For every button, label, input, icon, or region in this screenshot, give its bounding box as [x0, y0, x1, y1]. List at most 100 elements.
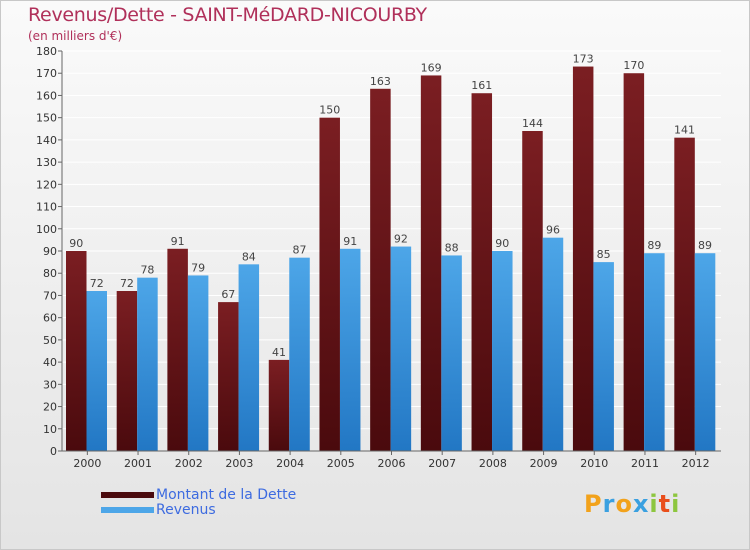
y-axis-ticks: 0 10 20 30 40 50 60 70 80 90 100 110 120 130 140 150 160…: [36, 45, 62, 458]
data-label-revenue: 84: [242, 250, 256, 263]
data-label-revenue: 85: [597, 248, 611, 261]
legend-item-debt: Montant de la Dette: [101, 487, 296, 503]
bar-revenue: [441, 255, 462, 451]
logo-letter: t: [658, 490, 672, 518]
y-tick-label: 170: [36, 67, 57, 80]
y-tick-label: 150: [36, 112, 57, 125]
bar-debt: [674, 137, 695, 451]
logo-letter: r: [602, 490, 616, 518]
y-tick-label: 180: [36, 45, 57, 58]
proxiti-logo: Proxiti: [584, 490, 680, 518]
legend-label-revenue: Revenus: [156, 501, 216, 518]
data-label-revenue: 79: [191, 261, 205, 274]
data-label-revenue: 89: [698, 239, 712, 252]
data-label-revenue: 88: [445, 241, 459, 254]
y-tick-label: 0: [50, 445, 57, 458]
legend: Montant de la Dette Revenus: [101, 487, 296, 518]
y-tick-label: 140: [36, 134, 57, 147]
data-label-debt: 161: [471, 79, 492, 92]
bar-revenue: [644, 253, 665, 451]
y-tick-label: 100: [36, 223, 57, 236]
data-label-revenue: 92: [394, 233, 408, 246]
y-tick-label: 70: [43, 289, 57, 302]
y-tick-label: 110: [36, 201, 57, 214]
bar-debt: [572, 66, 594, 452]
x-tick-label: 2012: [682, 457, 710, 470]
x-tick-label: 2010: [580, 457, 608, 470]
x-tick-label: 2005: [327, 457, 355, 470]
data-label-revenue: 90: [495, 237, 509, 250]
bar-revenue: [542, 237, 564, 451]
bar-debt: [370, 88, 391, 452]
x-tick-label: 2001: [124, 457, 152, 470]
data-label-revenue: 89: [647, 239, 661, 252]
data-label-revenue: 87: [293, 244, 307, 257]
legend-swatch-debt: [101, 491, 154, 498]
legend-item-revenue: Revenus: [101, 501, 296, 518]
y-tick-label: 30: [43, 378, 57, 391]
logo-letter: x: [632, 490, 650, 518]
chart-title: Revenus/Dette - SAINT-MéDARD-NICOURBY: [28, 4, 427, 26]
y-tick-label: 130: [36, 156, 57, 169]
bar-revenue: [289, 257, 310, 451]
x-tick-label: 2003: [225, 457, 253, 470]
x-tick-label: 2006: [378, 457, 406, 470]
bars: 90 72 72 78 91 79 67 84 41 87 150 91 163 92 169 88 161 90…: [66, 53, 716, 452]
bar-debt: [167, 248, 188, 451]
x-tick-label: 2008: [479, 457, 507, 470]
chart-subtitle: (en milliers d'€): [28, 29, 123, 43]
y-tick-label: 50: [43, 334, 57, 347]
data-label-debt: 173: [573, 53, 594, 66]
data-label-debt: 163: [370, 75, 391, 88]
bar-revenue: [390, 246, 412, 451]
data-label-debt: 150: [319, 104, 340, 117]
bar-revenue: [238, 264, 260, 451]
bar-debt: [471, 93, 493, 451]
x-tick-label: 2009: [530, 457, 558, 470]
bar-revenue: [137, 277, 158, 451]
x-axis-ticks: 2000 2001 2002 2003 2004 2005 2006 2007 2008 2009…: [73, 451, 710, 470]
y-tick-label: 40: [43, 356, 57, 369]
x-tick-label: 2007: [428, 457, 456, 470]
bar-revenue: [492, 251, 513, 451]
logo-letter: o: [615, 490, 633, 518]
logo-letter: i: [649, 490, 659, 518]
y-tick-label: 160: [36, 89, 57, 102]
bar-debt: [218, 302, 239, 451]
legend-swatch-revenue: [101, 506, 154, 513]
y-tick-label: 90: [43, 245, 57, 258]
data-label-revenue: 72: [90, 277, 104, 290]
y-tick-label: 120: [36, 178, 57, 191]
bar-debt: [268, 359, 290, 451]
data-label-debt: 41: [272, 346, 286, 359]
bar-debt: [522, 131, 543, 451]
bar-debt: [623, 73, 645, 451]
logo-letter: i: [671, 490, 681, 518]
data-label-debt: 144: [522, 117, 543, 130]
data-label-revenue: 96: [546, 224, 560, 237]
bar-revenue: [593, 262, 614, 451]
x-tick-label: 2002: [175, 457, 203, 470]
data-label-debt: 67: [221, 288, 235, 301]
bar-revenue: [339, 248, 361, 451]
bar-revenue: [694, 253, 716, 451]
data-label-debt: 72: [120, 277, 134, 290]
data-label-revenue: 91: [343, 235, 357, 248]
data-label-debt: 90: [69, 237, 83, 250]
bar-debt: [116, 291, 138, 451]
bar-debt: [319, 117, 340, 452]
data-label-debt: 170: [623, 59, 644, 72]
bar-revenue: [187, 275, 209, 451]
y-tick-label: 10: [43, 423, 57, 436]
x-tick-label: 2000: [73, 457, 101, 470]
data-label-debt: 169: [421, 61, 442, 74]
x-tick-label: 2011: [631, 457, 659, 470]
y-tick-label: 80: [43, 267, 57, 280]
y-tick-label: 60: [43, 312, 57, 325]
bar-debt: [66, 251, 87, 451]
x-tick-label: 2004: [276, 457, 304, 470]
bar-debt: [420, 75, 442, 451]
data-label-revenue: 78: [140, 264, 154, 277]
